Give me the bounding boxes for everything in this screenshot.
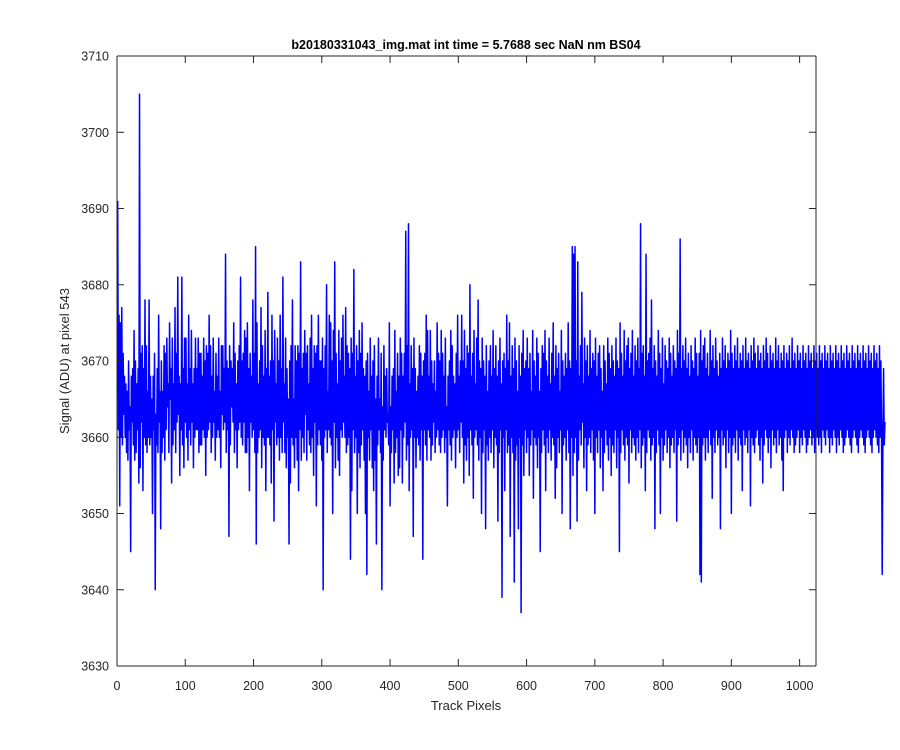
x-tick-label-700: 700 (584, 679, 605, 693)
series-line-1 (116, 93, 886, 614)
x-tick-label-1000: 1000 (786, 679, 814, 693)
series-layer (116, 93, 886, 614)
y-tick-label-3660: 3660 (81, 431, 109, 445)
x-tick-label-300: 300 (311, 679, 332, 693)
x-tick-label-200: 200 (243, 679, 264, 693)
x-tick-label-100: 100 (175, 679, 196, 693)
chart-title: b20180331043_img.mat int time = 5.7688 s… (291, 38, 640, 52)
y-axis-label: Signal (ADU) at pixel 543 (57, 288, 72, 434)
y-tick-label-3710: 3710 (81, 50, 109, 64)
x-tick-label-900: 900 (721, 679, 742, 693)
y-tick-label-3640: 3640 (81, 583, 109, 597)
x-tick-label-600: 600 (516, 679, 537, 693)
x-axis-label: Track Pixels (431, 698, 502, 713)
y-tick-label-3630: 3630 (81, 660, 109, 674)
x-tick-label-800: 800 (653, 679, 674, 693)
x-tick-label-400: 400 (380, 679, 401, 693)
x-tick-label-500: 500 (448, 679, 469, 693)
y-ticks: 3630 3640 3650 3660 3670 3680 3690 3700 3710 (81, 50, 816, 674)
x-ticks: 0 100 200 300 400 500 600 700 800 900 1000 (114, 56, 814, 693)
y-tick-label-3650: 3650 (81, 507, 109, 521)
x-tick-label-0: 0 (114, 679, 121, 693)
y-tick-label-3690: 3690 (81, 202, 109, 216)
y-tick-label-3700: 3700 (81, 126, 109, 140)
y-tick-label-3670: 3670 (81, 355, 109, 369)
y-tick-label-3680: 3680 (81, 278, 109, 292)
